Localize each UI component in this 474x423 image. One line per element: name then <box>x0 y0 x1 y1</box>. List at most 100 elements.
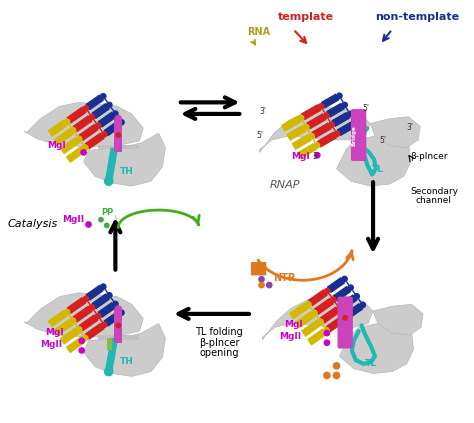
Polygon shape <box>326 102 345 118</box>
Polygon shape <box>54 319 74 336</box>
Text: RNA: RNA <box>247 27 270 37</box>
Circle shape <box>334 130 340 137</box>
Polygon shape <box>339 321 413 374</box>
Circle shape <box>359 302 366 308</box>
Text: Bridge: Bridge <box>351 126 356 146</box>
Polygon shape <box>66 146 86 163</box>
Polygon shape <box>91 293 110 310</box>
Text: MgI: MgI <box>292 152 310 161</box>
Polygon shape <box>98 335 139 340</box>
Polygon shape <box>66 297 87 314</box>
Circle shape <box>89 304 95 311</box>
Polygon shape <box>114 119 122 152</box>
Circle shape <box>95 122 101 129</box>
Circle shape <box>323 371 331 379</box>
Polygon shape <box>24 102 143 147</box>
Text: RNAP: RNAP <box>269 180 300 190</box>
Polygon shape <box>306 113 327 129</box>
Circle shape <box>311 310 318 316</box>
Circle shape <box>341 276 348 282</box>
Polygon shape <box>84 323 105 340</box>
Text: TL: TL <box>365 359 377 368</box>
Polygon shape <box>79 124 99 141</box>
Polygon shape <box>47 310 68 327</box>
Circle shape <box>106 292 113 299</box>
Polygon shape <box>114 309 122 343</box>
Circle shape <box>328 121 335 128</box>
Circle shape <box>70 317 76 324</box>
Circle shape <box>115 132 121 138</box>
Circle shape <box>101 131 108 138</box>
Circle shape <box>78 347 85 354</box>
Circle shape <box>324 330 330 336</box>
Polygon shape <box>60 137 80 154</box>
Polygon shape <box>260 107 370 152</box>
Text: MgII: MgII <box>40 340 63 349</box>
Circle shape <box>95 313 101 319</box>
Text: 5': 5' <box>363 104 369 113</box>
Polygon shape <box>60 327 80 345</box>
Polygon shape <box>286 125 307 141</box>
Polygon shape <box>345 303 364 319</box>
FancyBboxPatch shape <box>337 297 353 349</box>
Polygon shape <box>54 128 74 146</box>
Circle shape <box>64 309 71 316</box>
Polygon shape <box>73 305 92 323</box>
Polygon shape <box>331 112 350 127</box>
Text: non-template: non-template <box>375 12 459 22</box>
Circle shape <box>85 221 92 228</box>
Text: MgII: MgII <box>279 332 301 341</box>
Polygon shape <box>314 298 334 315</box>
Circle shape <box>352 120 359 126</box>
Text: 3': 3' <box>312 152 319 161</box>
Circle shape <box>118 309 125 316</box>
Text: 3': 3' <box>407 123 414 132</box>
Text: opening: opening <box>200 348 239 358</box>
Polygon shape <box>326 315 346 332</box>
Polygon shape <box>105 148 118 181</box>
Text: TL folding: TL folding <box>195 327 243 337</box>
Text: Secondary: Secondary <box>410 187 458 196</box>
Polygon shape <box>98 145 139 149</box>
Circle shape <box>89 114 95 121</box>
Polygon shape <box>47 120 68 137</box>
Circle shape <box>347 284 354 291</box>
Polygon shape <box>83 324 165 376</box>
Polygon shape <box>337 121 356 136</box>
Circle shape <box>114 115 122 123</box>
Circle shape <box>317 319 324 325</box>
Circle shape <box>82 144 89 151</box>
Text: channel: channel <box>415 196 451 205</box>
Circle shape <box>266 282 273 288</box>
Circle shape <box>341 102 348 108</box>
Circle shape <box>323 112 330 119</box>
Circle shape <box>314 142 320 149</box>
Circle shape <box>100 283 107 290</box>
Text: 5': 5' <box>380 136 387 145</box>
Circle shape <box>98 217 104 222</box>
Polygon shape <box>73 115 92 132</box>
Circle shape <box>78 338 85 344</box>
Text: MgI: MgI <box>284 320 303 330</box>
Text: i: i <box>114 215 117 221</box>
Circle shape <box>333 371 340 379</box>
Polygon shape <box>311 122 332 139</box>
Polygon shape <box>66 107 87 124</box>
Polygon shape <box>339 294 357 310</box>
Polygon shape <box>289 302 309 320</box>
Text: PP: PP <box>101 208 113 217</box>
Circle shape <box>346 111 353 118</box>
FancyBboxPatch shape <box>351 109 366 161</box>
Text: NTP: NTP <box>273 273 295 283</box>
Polygon shape <box>84 132 105 150</box>
Polygon shape <box>337 133 410 186</box>
Circle shape <box>342 315 348 321</box>
Text: TL: TL <box>372 165 384 173</box>
Polygon shape <box>295 311 315 328</box>
Text: Catalysis: Catalysis <box>8 220 58 229</box>
Circle shape <box>106 102 113 108</box>
Text: MgII: MgII <box>63 214 85 224</box>
Circle shape <box>82 295 89 302</box>
Polygon shape <box>292 134 312 150</box>
Circle shape <box>324 288 331 294</box>
